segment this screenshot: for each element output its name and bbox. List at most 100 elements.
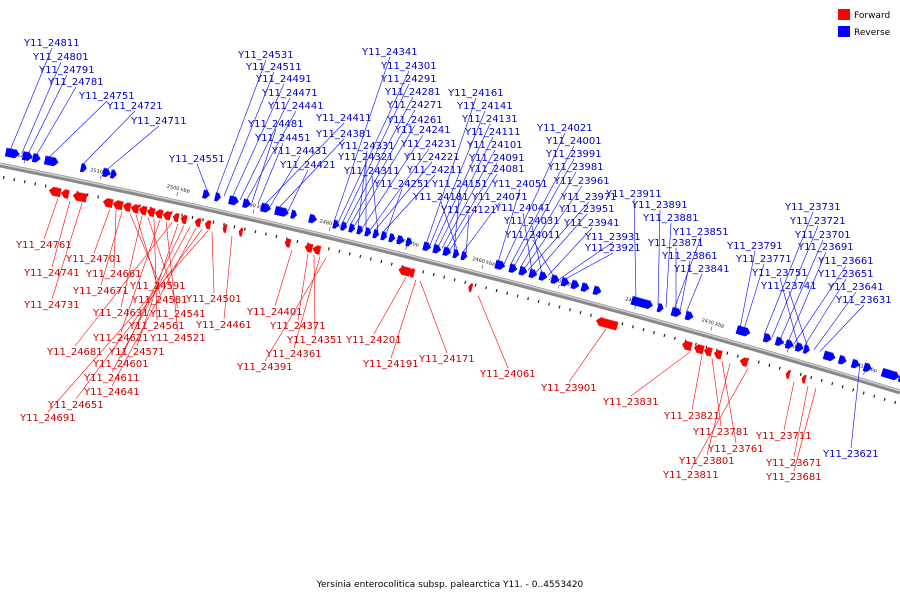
minor-tick xyxy=(327,247,330,251)
minor-tick xyxy=(495,288,498,293)
forward-leader-line xyxy=(147,217,179,309)
reverse-leader-line xyxy=(361,134,424,229)
minor-tick xyxy=(44,184,47,188)
minor-tick xyxy=(181,213,183,217)
reverse-gene-label: Y11_24381 xyxy=(315,129,372,140)
minor-tick xyxy=(212,220,215,224)
reverse-leader-line xyxy=(341,83,410,224)
reverse-gene-label: Y11_23651 xyxy=(817,269,874,280)
reverse-leader-line xyxy=(497,188,521,263)
legend: Forward Reverse xyxy=(838,9,891,38)
reverse-gene-arrow xyxy=(528,267,538,279)
reverse-gene-label: Y11_24311 xyxy=(343,166,400,177)
minor-tick xyxy=(621,322,624,326)
reverse-gene-arrow xyxy=(794,341,804,352)
minor-tick xyxy=(13,177,16,182)
minor-tick xyxy=(862,391,865,395)
minor-tick xyxy=(579,310,582,315)
forward-gene-label: Y11_24671 xyxy=(72,286,129,297)
forward-leader-line xyxy=(75,229,203,400)
reverse-gene-arrow xyxy=(101,166,111,178)
reverse-gene-arrow xyxy=(388,232,396,243)
scale-label: 2450 kbp xyxy=(548,276,572,289)
forward-gene-label: Y11_24581 xyxy=(131,295,188,306)
forward-gene-labels: Y11_24761 Y11_24741 Y11_24731 Y11_24701 Y11_… xyxy=(15,240,822,483)
scale-label: 2430 kbp xyxy=(701,317,725,331)
scale-label-text: 2430 kbp xyxy=(701,317,725,329)
forward-gene-label: Y11_24351 xyxy=(286,335,343,346)
forward-leader-line xyxy=(297,253,309,321)
forward-gene-arrow xyxy=(785,369,792,380)
forward-gene-label: Y11_23681 xyxy=(765,472,822,483)
reverse-gene-arrow xyxy=(538,270,548,281)
reverse-gene-arrow xyxy=(202,188,210,199)
reverse-gene-label: Y11_23621 xyxy=(822,449,879,460)
minor-tick xyxy=(254,230,257,234)
reverse-leader-line xyxy=(373,161,433,232)
reverse-gene-arrow xyxy=(442,245,452,256)
reverse-gene-label: Y11_24421 xyxy=(279,160,336,171)
reverse-gene-label: Y11_24091 xyxy=(468,153,525,164)
minor-tick xyxy=(432,272,435,277)
forward-gene-arrow xyxy=(138,205,148,216)
forward-gene-label: Y11_24461 xyxy=(195,320,252,331)
forward-leader-line xyxy=(419,280,448,354)
minor-tick xyxy=(233,225,236,229)
reverse-gene-arrow xyxy=(862,361,872,372)
reverse-gene-arrow xyxy=(260,201,271,213)
reverse-gene-label: Y11_23981 xyxy=(547,162,604,173)
reverse-gene-label: Y11_23921 xyxy=(584,243,641,254)
reverse-gene-label: Y11_24031 xyxy=(503,216,560,227)
forward-gene-arrow xyxy=(398,265,412,277)
reverse-leader-line xyxy=(461,201,501,254)
forward-gene-arrow xyxy=(112,199,124,211)
reverse-gene-label: Y11_24801 xyxy=(32,52,89,63)
reverse-gene-arrow xyxy=(380,230,388,241)
reverse-gene-label: Y11_23891 xyxy=(631,200,688,211)
minor-tick xyxy=(663,333,666,338)
minor-tick xyxy=(705,345,708,349)
reverse-gene-arrow xyxy=(214,191,221,202)
reverse-leader-line xyxy=(245,110,297,202)
reverse-gene-label: Y11_23771 xyxy=(735,254,792,265)
reverse-gene-label: Y11_24041 xyxy=(494,203,551,214)
minor-tick xyxy=(590,313,592,317)
forward-gene-label: Y11_24601 xyxy=(92,359,149,370)
forward-gene-label: Y11_23901 xyxy=(540,383,597,394)
reverse-gene-arrow xyxy=(432,243,442,254)
forward-leader-line xyxy=(793,388,817,472)
reverse-leader-line xyxy=(47,100,108,159)
forward-gene-arrow xyxy=(681,340,693,351)
reverse-leader-line xyxy=(445,162,498,250)
reverse-gene-arrow xyxy=(228,194,239,206)
reverse-gene-arrow xyxy=(570,278,580,290)
reverse-gene-label: Y11_24151 xyxy=(431,179,488,190)
forward-gene-label: Y11_24641 xyxy=(83,387,140,398)
minor-tick xyxy=(516,294,519,298)
reverse-gene-arrow xyxy=(109,168,117,179)
reverse-leader-line xyxy=(429,110,486,246)
reverse-gene-label: Y11_24251 xyxy=(373,179,430,190)
reverse-gene-arrow xyxy=(43,154,59,167)
reverse-leader-line xyxy=(793,265,847,344)
reverse-leader-line xyxy=(287,169,309,212)
reverse-gene-arrow xyxy=(822,349,836,362)
reverse-leader-line xyxy=(513,158,575,267)
reverse-leader-line xyxy=(449,173,498,251)
reverse-leader-line xyxy=(196,163,209,193)
reverse-leader-line xyxy=(239,97,291,201)
reverse-gene-label: Y11_23871 xyxy=(647,238,704,249)
minor-tick xyxy=(527,297,530,301)
minor-tick xyxy=(873,394,876,398)
minor-tick xyxy=(799,372,802,376)
reverse-gene-label: Y11_24081 xyxy=(468,164,525,175)
minor-tick xyxy=(244,227,246,231)
reverse-gene-label: Y11_23721 xyxy=(789,216,846,227)
reverse-leader-line xyxy=(850,363,861,449)
reverse-strand-genes xyxy=(4,146,900,383)
reverse-leader-line xyxy=(763,211,814,336)
minor-tick xyxy=(883,397,886,401)
forward-leader-line xyxy=(568,328,607,383)
reverse-gene-label: Y11_24181 xyxy=(412,192,469,203)
